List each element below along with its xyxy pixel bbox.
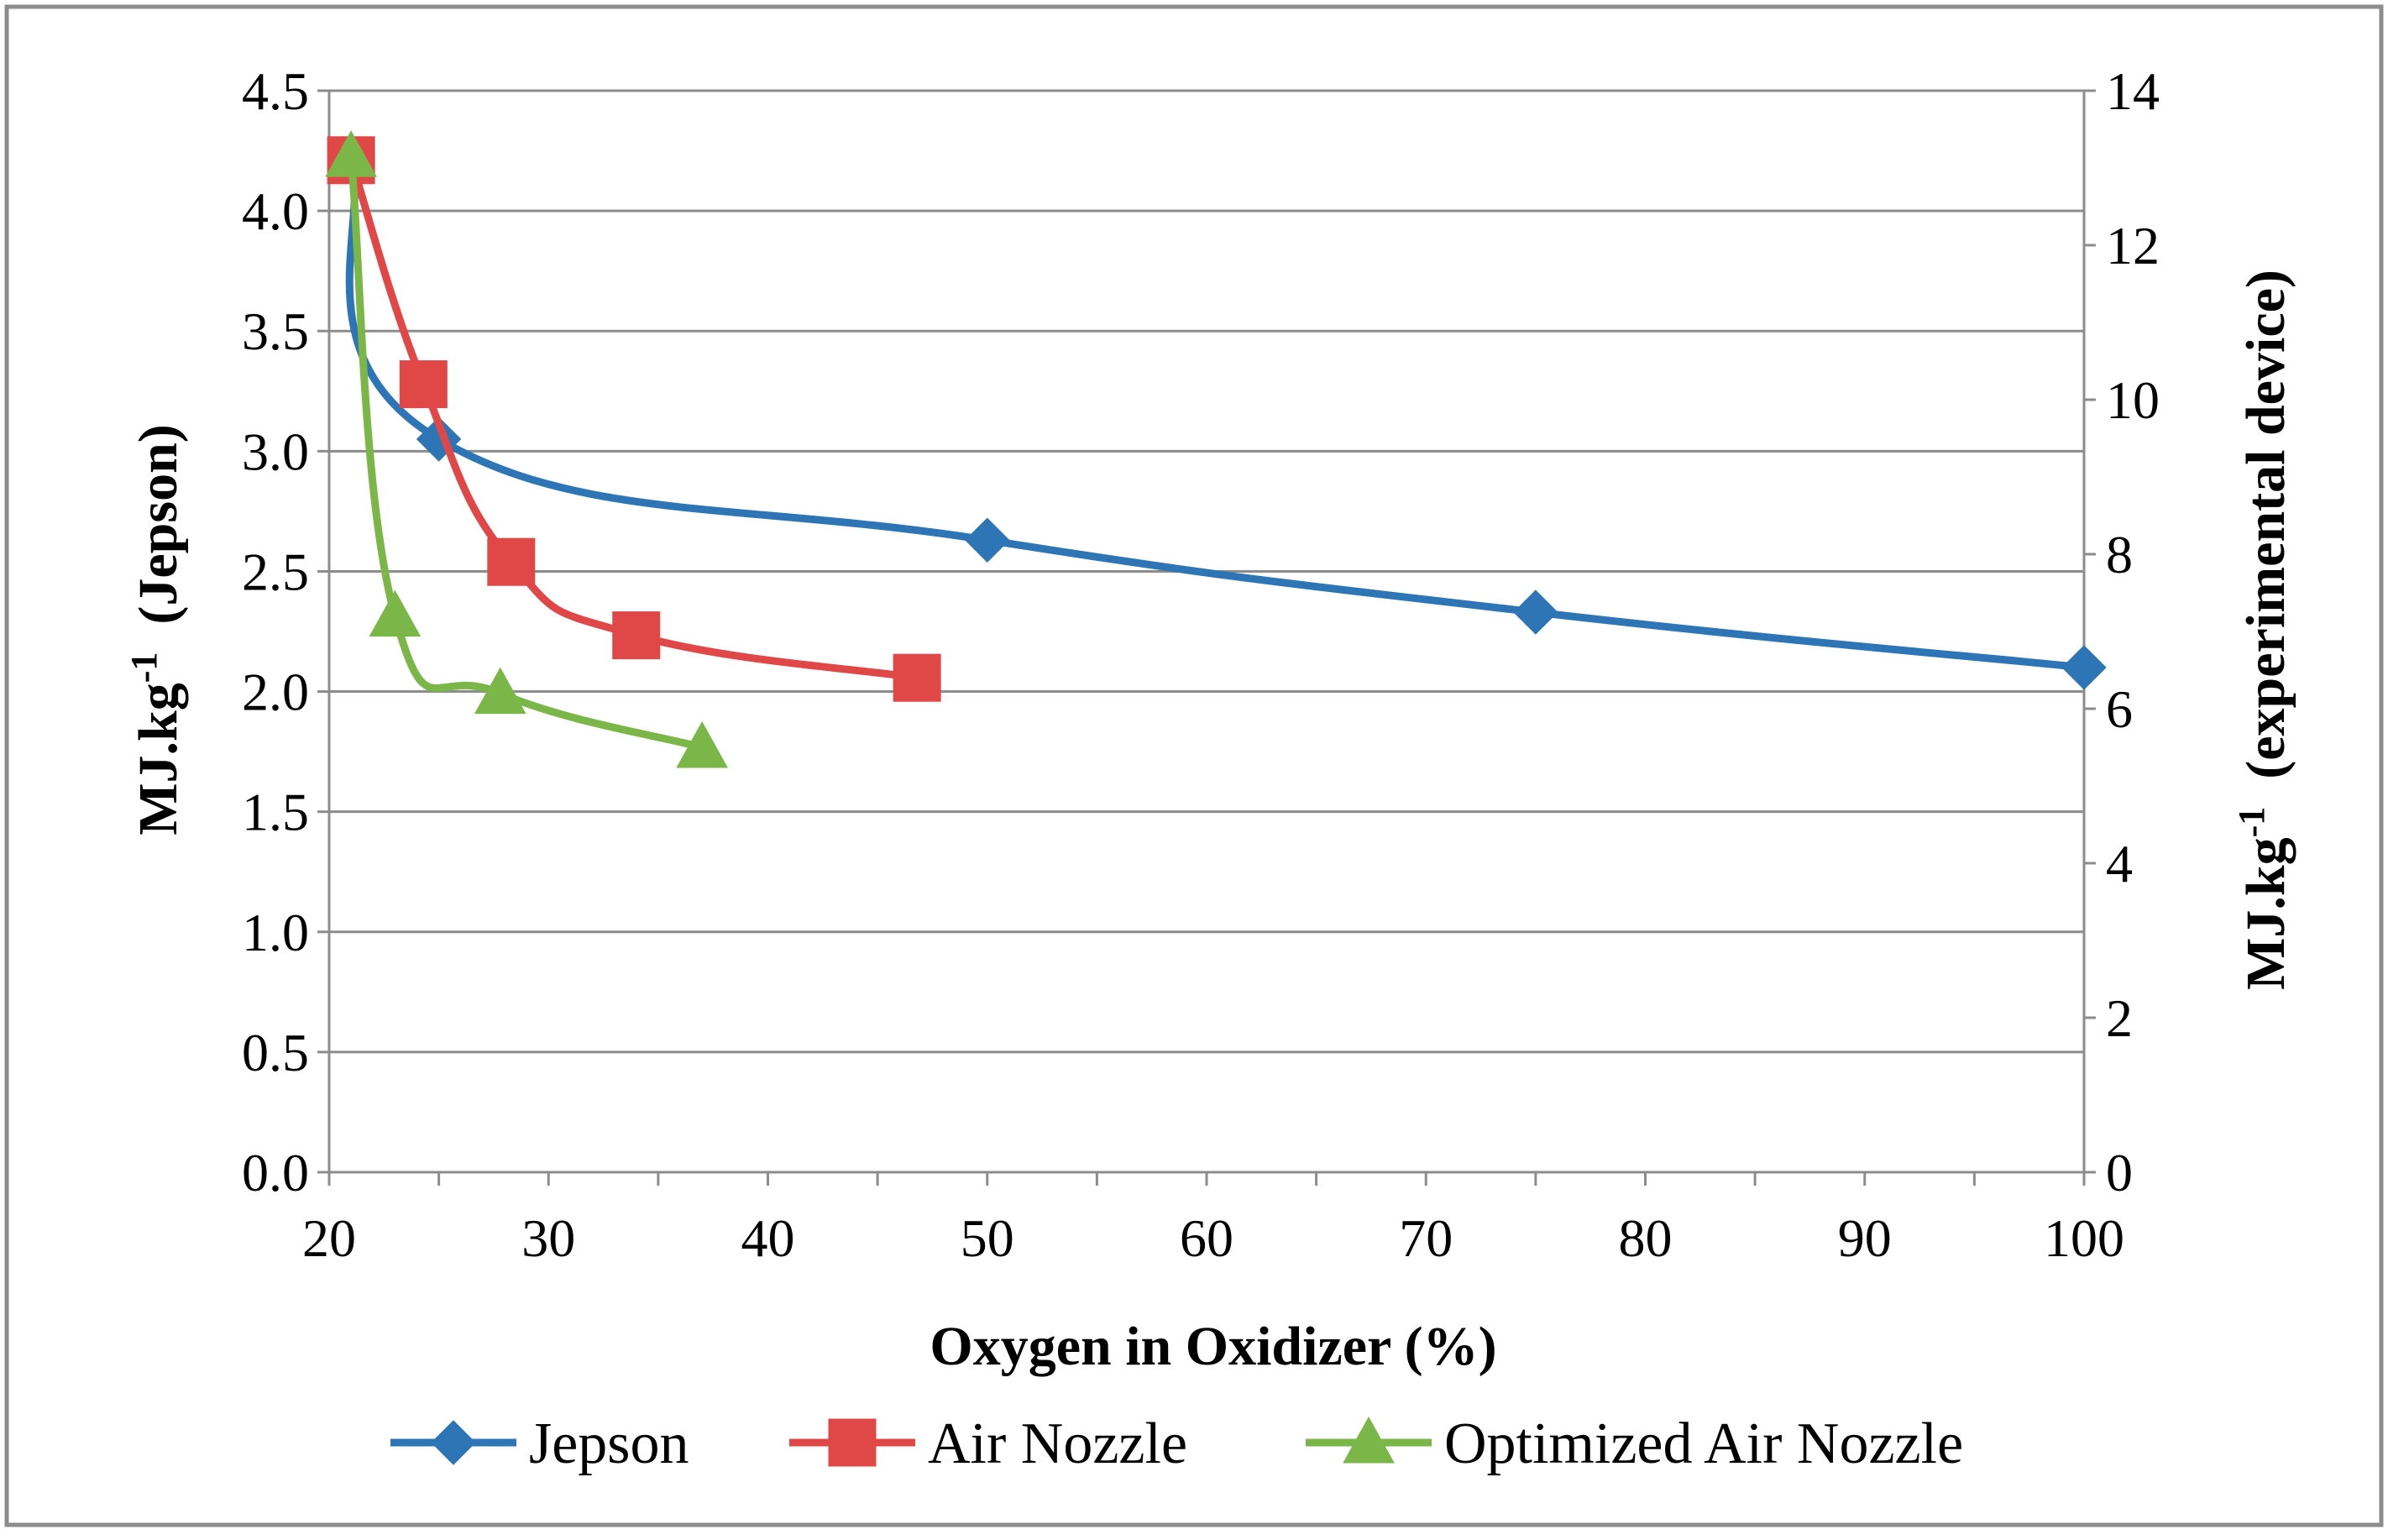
legend-swatch-marker xyxy=(431,1420,476,1465)
right-y-tick-label: 8 xyxy=(2106,525,2133,584)
right-y-tick-label: 10 xyxy=(2106,370,2160,430)
legend: Jepson Air Nozzle Optimized Air Nozzle xyxy=(390,1412,1963,1476)
legend-label: Optimized Air Nozzle xyxy=(1444,1412,1963,1476)
legend-label: Air Nozzle xyxy=(928,1412,1187,1476)
left-y-axis-title-suffix: (Jepson) xyxy=(128,424,189,652)
legend-label: Jepson xyxy=(529,1412,689,1476)
right-y-tick-label: 6 xyxy=(2106,679,2133,739)
x-tick-label: 20 xyxy=(302,1208,356,1268)
legend-item-air-nozzle: Air Nozzle xyxy=(789,1412,1187,1476)
data-point-optimized-air-nozzle xyxy=(676,720,728,768)
left-y-tick-label: 0.5 xyxy=(242,1023,309,1082)
right-y-axis-title-sup: -1 xyxy=(2231,807,2272,838)
x-tick-label: 40 xyxy=(741,1208,795,1268)
tick-labels: 0.0 0.5 1.0 1.5 2.0 2.5 3.0 3.5 4.0 4.5 0 2 4 6 8 10 12 1… xyxy=(242,61,2160,1268)
x-tick-label: 90 xyxy=(1838,1208,1892,1268)
left-y-tick-label: 3.0 xyxy=(242,422,309,481)
x-tick-label: 30 xyxy=(521,1208,575,1268)
right-y-tick-label: 4 xyxy=(2106,834,2133,893)
x-tick-label: 50 xyxy=(961,1208,1014,1268)
left-y-tick-label: 2.0 xyxy=(242,663,309,722)
chart-frame xyxy=(4,4,2384,1527)
legend-swatch-marker xyxy=(828,1418,877,1467)
left-y-axis-title-sup: -1 xyxy=(123,652,165,684)
data-point-air-nozzle xyxy=(893,653,941,702)
left-y-tick-label: 1.5 xyxy=(242,783,309,842)
data-point-jepson xyxy=(965,517,1010,563)
right-y-axis-title-main: MJ.kg xyxy=(2235,837,2296,990)
right-y-tick-label: 12 xyxy=(2106,216,2160,275)
series-optimized-air-nozzle xyxy=(325,130,728,768)
data-point-jepson xyxy=(1513,589,1558,635)
right-y-tick-label: 14 xyxy=(2106,61,2160,121)
legend-item-jepson: Jepson xyxy=(390,1412,689,1476)
data-point-optimized-air-nozzle xyxy=(369,589,422,637)
right-y-axis-title: MJ.kg-1 (experimental device) xyxy=(2231,270,2296,990)
data-point-optimized-air-nozzle xyxy=(474,667,526,715)
left-y-tick-label: 3.5 xyxy=(242,301,309,361)
left-y-tick-label: 4.0 xyxy=(242,181,309,241)
x-tick-label: 70 xyxy=(1399,1208,1453,1268)
right-y-tick-label: 2 xyxy=(2106,988,2133,1048)
left-y-tick-label: 4.5 xyxy=(242,61,309,121)
x-axis-title: Oxygen in Oxidizer (%) xyxy=(930,1316,1496,1377)
right-y-tick-label: 0 xyxy=(2106,1143,2133,1202)
left-y-axis-title: MJ.kg-1 (Jepson) xyxy=(123,424,189,835)
left-y-tick-label: 1.0 xyxy=(242,903,309,962)
data-point-air-nozzle xyxy=(487,537,536,586)
axes xyxy=(317,89,2096,1186)
series xyxy=(325,130,2107,768)
left-y-tick-label: 0.0 xyxy=(242,1143,309,1202)
x-tick-label: 60 xyxy=(1180,1208,1233,1268)
legend-swatch-marker xyxy=(1343,1416,1395,1464)
data-point-air-nozzle xyxy=(399,360,448,409)
x-tick-label: 80 xyxy=(1619,1208,1673,1268)
data-point-air-nozzle xyxy=(612,611,661,660)
series-line-optimized-air-nozzle xyxy=(347,152,706,752)
legend-item-optimized-air-nozzle: Optimized Air Nozzle xyxy=(1306,1412,1963,1476)
right-y-axis-title-suffix: (experimental device) xyxy=(2235,270,2296,807)
left-y-tick-label: 2.5 xyxy=(242,542,309,601)
data-point-optimized-air-nozzle xyxy=(325,130,377,177)
data-point-jepson xyxy=(2061,645,2107,690)
left-y-axis-title-main: MJ.kg xyxy=(128,683,189,835)
x-tick-label: 100 xyxy=(2044,1208,2124,1268)
